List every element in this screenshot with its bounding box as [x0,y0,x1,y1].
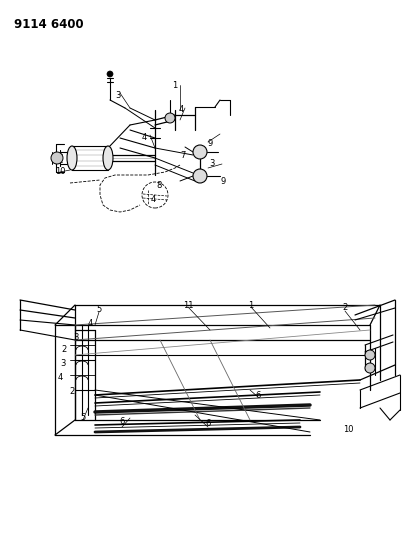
Text: 4: 4 [88,319,92,327]
Text: 3: 3 [73,333,79,342]
Text: 5: 5 [96,305,102,314]
Circle shape [193,145,207,159]
Circle shape [107,71,113,77]
Text: 10: 10 [55,167,65,176]
Circle shape [165,113,175,123]
Text: 4: 4 [150,196,156,205]
Text: 5: 5 [81,414,85,423]
Circle shape [365,350,375,360]
Circle shape [365,363,375,373]
Text: 3: 3 [209,158,215,167]
Text: 6: 6 [255,391,261,400]
Text: 9: 9 [208,139,212,148]
Circle shape [51,152,63,164]
Text: 6: 6 [206,418,211,427]
Text: 4: 4 [178,106,184,115]
Text: 10: 10 [343,425,353,434]
Text: 9114 6400: 9114 6400 [14,18,83,31]
Text: 2: 2 [61,345,67,354]
Text: 4: 4 [58,374,62,383]
Text: 1: 1 [172,80,178,90]
Text: 7: 7 [180,150,186,159]
Text: 2: 2 [69,387,75,397]
Text: 2: 2 [342,303,348,312]
Text: 4: 4 [141,133,147,141]
Text: 1: 1 [248,301,254,310]
Circle shape [193,169,207,183]
Text: 9: 9 [220,177,226,187]
Ellipse shape [67,146,77,170]
Ellipse shape [103,146,113,170]
Text: 6: 6 [119,417,125,426]
Text: 3: 3 [115,92,121,101]
Text: 8: 8 [156,182,162,190]
Text: 3: 3 [60,359,66,367]
Text: 11: 11 [183,301,193,310]
